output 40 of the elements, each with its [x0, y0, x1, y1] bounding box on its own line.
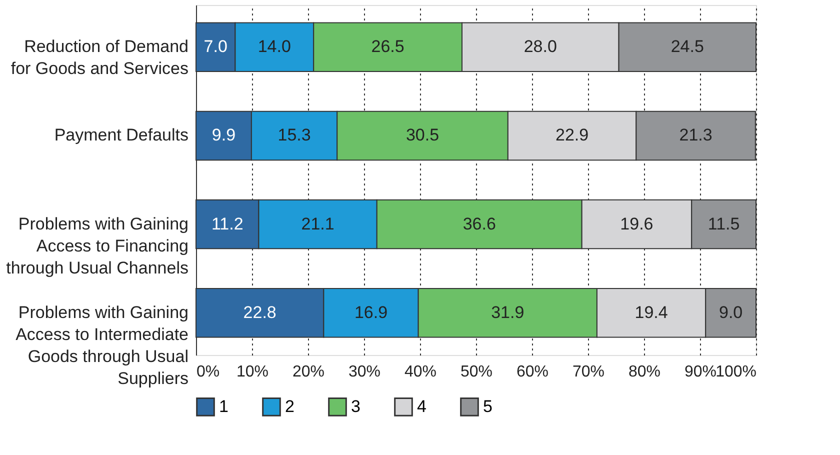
data-label: 16.9 — [354, 302, 388, 322]
legend-label: 5 — [483, 396, 492, 416]
legend-label: 3 — [351, 396, 360, 416]
x-tick-label: 20% — [292, 364, 325, 380]
x-tick-label: 0% — [196, 364, 220, 380]
data-label: 31.9 — [491, 302, 524, 322]
data-label: 30.5 — [406, 126, 440, 145]
y-tick-label: Reduction of Demand for Goods and Services — [10, 37, 188, 78]
data-label: 36.6 — [462, 214, 496, 234]
data-label: 9.0 — [718, 302, 743, 322]
x-tick-label: 30% — [348, 364, 381, 380]
data-label: 14.0 — [258, 37, 291, 56]
data-label: 21.1 — [301, 214, 334, 234]
data-label: 21.3 — [679, 126, 712, 145]
y-tick-label: Problems with Gaining Access to Financing through Usual Channels — [6, 214, 188, 278]
x-tick-label: 90% — [684, 364, 717, 380]
data-label: 28.0 — [524, 37, 557, 56]
x-tick-label: 50% — [460, 364, 493, 380]
y-tick-label: Problems with Gaining Access to Intermediate Goods through Usual Suppliers — [16, 302, 188, 388]
x-tick-label: 70% — [572, 364, 605, 380]
data-label: 19.6 — [620, 214, 654, 234]
data-label: 22.8 — [243, 302, 276, 322]
legend-label: 2 — [285, 396, 294, 416]
legend-label: 4 — [417, 396, 426, 416]
data-label: 7.0 — [204, 37, 228, 56]
data-label: 22.9 — [555, 126, 589, 145]
x-tick-label: 40% — [404, 364, 437, 380]
x-tick-label: 60% — [516, 364, 549, 380]
data-label: 26.5 — [371, 37, 404, 56]
x-tick-label: 10% — [236, 364, 269, 380]
legend-label: 1 — [219, 396, 228, 416]
data-label: 9.9 — [212, 126, 236, 145]
data-label: 15.3 — [278, 126, 311, 145]
data-label: 19.4 — [634, 302, 668, 322]
y-tick-label: Payment Defaults — [54, 126, 188, 145]
data-label: 11.2 — [211, 214, 244, 234]
x-tick-label: 80% — [628, 364, 661, 380]
data-label: 24.5 — [670, 37, 704, 56]
x-tick-label: 100% — [716, 364, 756, 380]
data-label: 11.5 — [708, 214, 740, 234]
